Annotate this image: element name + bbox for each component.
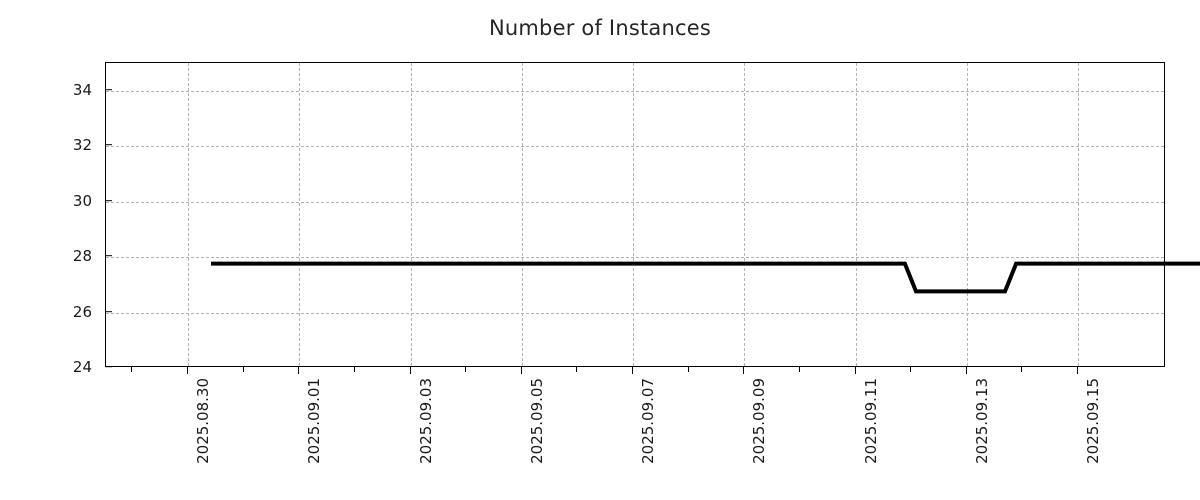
x-axis-tick-label: 2025.09.03 [416, 378, 435, 464]
x-axis-tick-mark [965, 367, 967, 374]
gridline-vertical [633, 63, 634, 366]
y-axis-tick-label: 28 [72, 247, 92, 266]
chart-title: Number of Instances [488, 16, 711, 40]
gridline-horizontal [106, 201, 1164, 203]
y-axis-tick-label: 34 [72, 80, 92, 99]
x-axis-minor-tick-mark [242, 367, 244, 372]
y-axis-tick-mark [105, 310, 112, 312]
x-axis-tick-label: 2025.09.01 [305, 378, 324, 464]
x-axis-minor-tick-mark [798, 367, 800, 372]
y-axis-tick-mark [105, 88, 112, 90]
plot-area [105, 62, 1165, 367]
x-axis-minor-tick-mark [465, 367, 467, 372]
gridline-vertical [744, 63, 746, 366]
x-axis-tick-mark [520, 367, 522, 374]
gridline-vertical [855, 63, 857, 366]
y-axis-tick-mark [105, 144, 112, 146]
x-axis-tick-label: 2025.09.05 [527, 378, 546, 464]
gridline-horizontal [106, 146, 1164, 148]
data-series-line [211, 125, 1200, 430]
x-axis-minor-tick-mark [1021, 367, 1023, 372]
x-axis-tick-mark [854, 367, 856, 374]
gridline-vertical [521, 63, 523, 366]
x-axis-tick-label: 2025.08.30 [194, 378, 212, 464]
x-axis-tick-mark [632, 367, 633, 374]
x-axis-tick-mark [298, 367, 300, 374]
x-axis-tick-mark [1077, 367, 1078, 374]
y-axis-tick-mark [105, 199, 112, 201]
x-axis-minor-tick-mark [687, 367, 689, 372]
gridline-horizontal [106, 312, 1164, 314]
gridline-vertical [410, 63, 412, 366]
x-axis-tick-label: 2025.09.15 [1084, 378, 1102, 464]
y-axis-tick-label: 24 [72, 358, 92, 376]
gridline-vertical [299, 63, 301, 366]
y-axis-tick-label: 26 [72, 302, 92, 321]
gridline-horizontal [106, 90, 1164, 92]
x-axis-tick-label: 2025.09.11 [861, 378, 880, 464]
x-axis-tick-label: 2025.09.13 [972, 378, 991, 464]
y-axis-tick-label: 30 [72, 191, 92, 210]
x-axis-tick-mark [743, 367, 745, 374]
x-axis-tick-mark [409, 367, 411, 374]
gridline-vertical [1078, 63, 1079, 366]
x-axis-tick-label: 2025.09.09 [750, 378, 769, 464]
x-axis-tick-label: 2025.09.07 [639, 378, 657, 464]
y-axis-tick-mark [105, 366, 112, 368]
x-axis-minor-tick-mark [353, 367, 355, 372]
x-axis-minor-tick-mark [131, 367, 133, 372]
x-axis-tick-mark [187, 367, 188, 374]
y-axis-tick-mark [105, 255, 112, 257]
gridline-vertical [966, 63, 968, 366]
gridline-vertical [188, 63, 189, 366]
x-axis-minor-tick-mark [576, 367, 578, 372]
y-axis-tick-label: 32 [72, 136, 92, 155]
gridline-horizontal [106, 257, 1164, 259]
x-axis-minor-tick-mark [910, 367, 912, 372]
